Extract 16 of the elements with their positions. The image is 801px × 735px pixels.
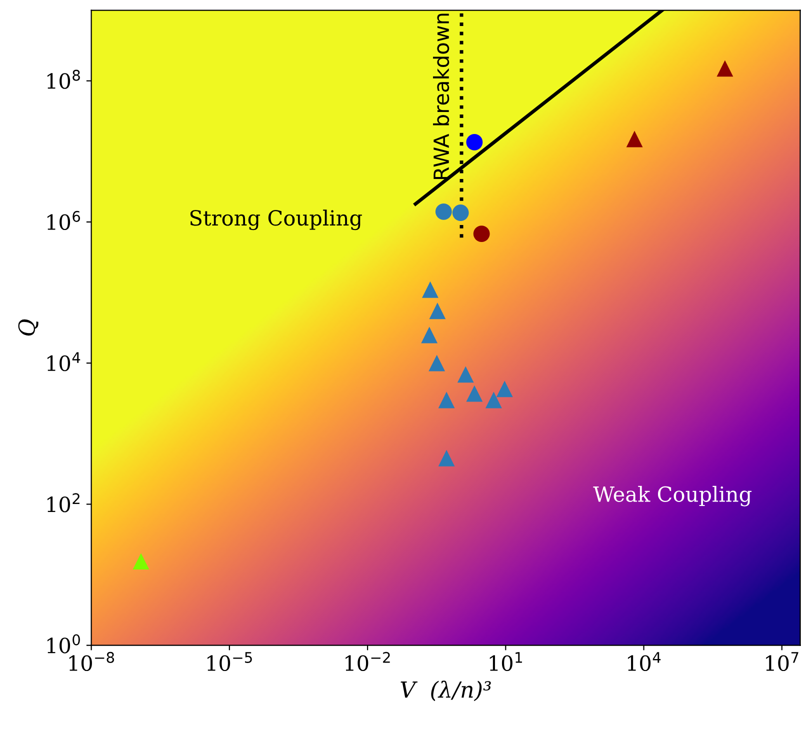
x-tick-label: 10$^{7}$ [766,652,798,672]
x-tick-label: 10$^{4}$ [628,652,661,672]
y-tick-label: 10$^{8}$ [47,70,80,89]
y-tick-label: 10$^{6}$ [47,210,80,230]
y-tick-label: 10$^{2}$ [47,493,80,512]
y-axis-title: Q [18,319,38,336]
x-tick-label: 10$^{−2}$ [346,652,390,672]
annotation: Weak Coupling [593,486,752,506]
x-axis-title: V (λ/n)³ [400,680,491,702]
y-tick-label: 10$^{4}$ [47,352,80,372]
x-tick-label: 10$^{−5}$ [207,652,252,672]
y-tick-label: 10$^{0}$ [47,634,80,654]
annotation: Strong Coupling [190,210,362,230]
x-tick-label: 10$^{−8}$ [69,652,114,672]
x-tick-label: 10$^{1}$ [490,652,522,672]
annotation: RWA breakdown [433,14,450,180]
